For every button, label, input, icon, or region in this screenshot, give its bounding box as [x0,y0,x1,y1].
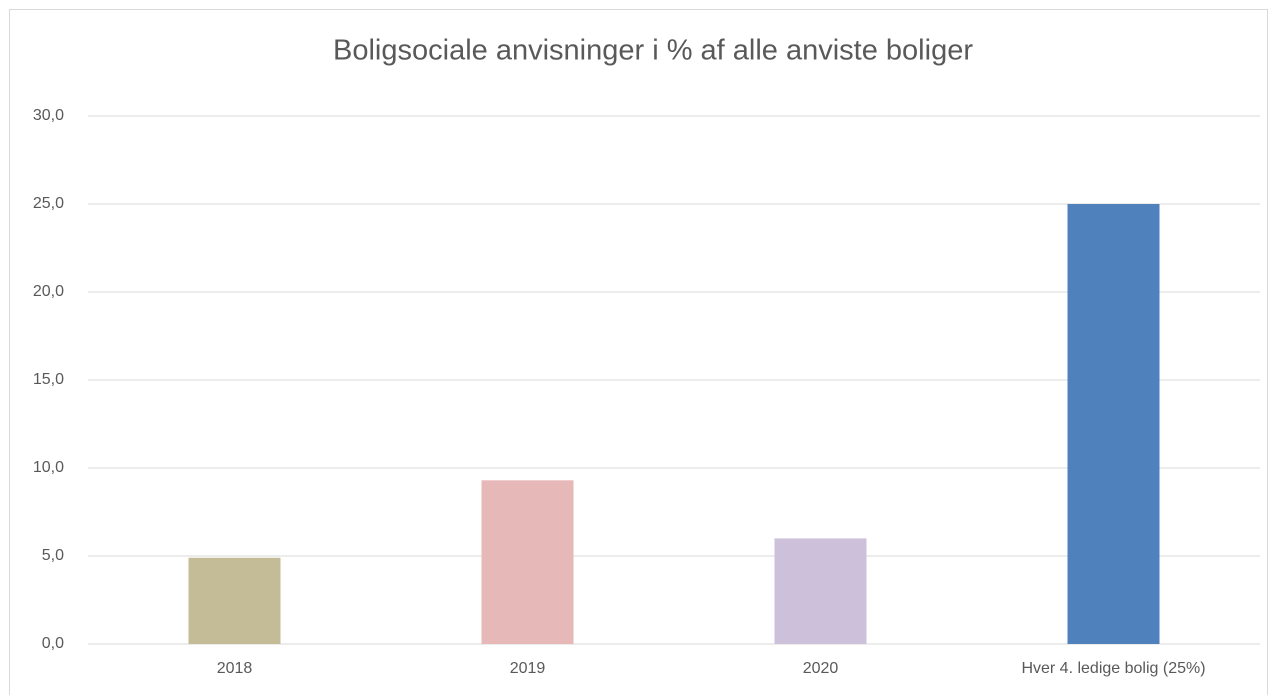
bar [1067,204,1160,644]
bar [188,557,281,644]
x-tick-label: 2018 [217,660,253,677]
y-tick-label: 25,0 [33,195,64,212]
y-tick-label: 30,0 [33,107,64,124]
chart-title: Boligsociale anvisninger i % af alle anv… [333,35,973,67]
y-tick-label: 5,0 [42,547,64,564]
y-tick-label: 15,0 [33,371,64,388]
y-tick-label: 10,0 [33,459,64,476]
x-tick-label: 2019 [510,660,546,677]
bar [774,538,867,644]
bar [481,480,574,644]
y-tick-label: 0,0 [42,635,64,652]
x-tick-label: Hver 4. ledige bolig (25%) [1021,660,1205,677]
y-tick-label: 20,0 [33,283,64,300]
x-tick-label: 2020 [803,660,839,677]
